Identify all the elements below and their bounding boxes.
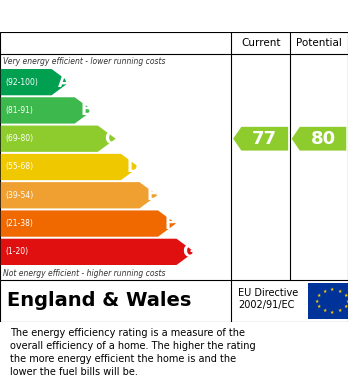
- Polygon shape: [1, 239, 195, 265]
- Text: EU Directive
2002/91/EC: EU Directive 2002/91/EC: [238, 288, 299, 310]
- Text: Current: Current: [241, 38, 280, 48]
- Text: ★: ★: [322, 289, 327, 294]
- Text: ★: ★: [346, 298, 348, 303]
- Text: The energy efficiency rating is a measure of the
overall efficiency of a home. T: The energy efficiency rating is a measur…: [10, 328, 256, 377]
- Text: Not energy efficient - higher running costs: Not energy efficient - higher running co…: [3, 269, 166, 278]
- Text: ★: ★: [315, 298, 319, 303]
- Text: ★: ★: [330, 287, 334, 292]
- Polygon shape: [1, 182, 157, 208]
- Text: (92-100): (92-100): [5, 78, 38, 87]
- Polygon shape: [1, 97, 93, 124]
- Text: ★: ★: [317, 304, 321, 309]
- Text: ★: ★: [317, 293, 321, 298]
- Text: B: B: [81, 101, 94, 119]
- Text: 77: 77: [252, 130, 277, 148]
- Text: (55-68): (55-68): [5, 163, 33, 172]
- Polygon shape: [1, 154, 139, 180]
- Text: 80: 80: [310, 130, 335, 148]
- Polygon shape: [292, 127, 346, 151]
- Text: (39-54): (39-54): [5, 191, 33, 200]
- Text: (69-80): (69-80): [5, 134, 33, 143]
- Text: D: D: [127, 158, 140, 176]
- Text: Very energy efficient - lower running costs: Very energy efficient - lower running co…: [3, 57, 166, 66]
- Text: ★: ★: [338, 289, 342, 294]
- Text: ★: ★: [322, 308, 327, 313]
- Text: England & Wales: England & Wales: [7, 292, 191, 310]
- Text: C: C: [104, 130, 117, 148]
- Text: ★: ★: [344, 293, 348, 298]
- Text: ★: ★: [330, 310, 334, 315]
- Text: F: F: [165, 215, 176, 233]
- Text: ★: ★: [344, 304, 348, 309]
- Text: A: A: [58, 73, 71, 91]
- Text: (1-20): (1-20): [5, 248, 28, 256]
- Polygon shape: [1, 126, 116, 152]
- Polygon shape: [233, 127, 288, 151]
- Text: Energy Efficiency Rating: Energy Efficiency Rating: [9, 9, 230, 23]
- Text: ★: ★: [338, 308, 342, 313]
- Bar: [308, 283, 348, 319]
- Polygon shape: [1, 69, 70, 95]
- Text: (81-91): (81-91): [5, 106, 33, 115]
- Text: (21-38): (21-38): [5, 219, 33, 228]
- Text: Potential: Potential: [296, 38, 342, 48]
- Text: G: G: [182, 243, 196, 261]
- Text: E: E: [146, 186, 158, 204]
- Polygon shape: [1, 210, 176, 237]
